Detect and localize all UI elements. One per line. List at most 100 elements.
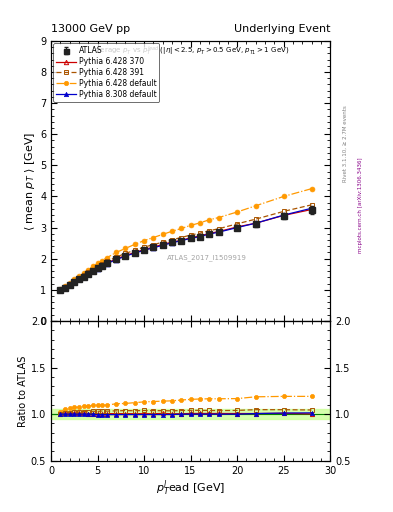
Pythia 6.428 391 [105, 259, 109, 265]
Pythia 6.428 default [105, 254, 109, 261]
X-axis label: $p_T^{l}$ead [GeV]: $p_T^{l}$ead [GeV] [156, 478, 225, 498]
Y-axis label: Ratio to ATLAS: Ratio to ATLAS [18, 355, 28, 426]
Pythia 8.308 default [100, 263, 105, 269]
Pythia 8.308 default [67, 282, 72, 288]
Pythia 6.428 default [63, 283, 68, 289]
Pythia 8.308 default [309, 205, 314, 211]
Pythia 6.428 370 [309, 206, 314, 212]
Pythia 6.428 default [281, 194, 286, 200]
Bar [51, 410, 330, 419]
Pythia 6.428 370 [179, 237, 184, 243]
Pythia 6.428 391 [81, 272, 86, 279]
Pythia 6.428 default [170, 228, 174, 234]
Pythia 6.428 default [216, 215, 221, 221]
Pythia 6.428 370 [100, 263, 105, 269]
Pythia 8.308 default [188, 236, 193, 242]
Pythia 8.308 default [91, 268, 95, 274]
Pythia 6.428 default [151, 234, 156, 241]
Pythia 6.428 default [86, 266, 91, 272]
Pythia 6.428 391 [188, 232, 193, 238]
Text: ATLAS_2017_I1509919: ATLAS_2017_I1509919 [167, 254, 247, 261]
Pythia 6.428 default [253, 203, 258, 209]
Pythia 6.428 370 [72, 279, 77, 285]
Pythia 6.428 391 [77, 275, 81, 282]
Pythia 6.428 default [100, 258, 105, 264]
Pythia 6.428 370 [198, 233, 202, 239]
Text: Underlying Event: Underlying Event [233, 24, 330, 34]
Pythia 8.308 default [207, 231, 211, 237]
Pythia 6.428 370 [91, 268, 95, 274]
Pythia 6.428 391 [114, 254, 119, 260]
Pythia 6.428 default [160, 231, 165, 238]
Pythia 6.428 370 [281, 212, 286, 219]
Pythia 8.308 default [123, 253, 128, 259]
Pythia 6.428 391 [63, 284, 68, 290]
Pythia 6.428 370 [160, 241, 165, 247]
Pythia 6.428 default [67, 280, 72, 286]
Pythia 6.428 391 [86, 269, 91, 275]
Pythia 8.308 default [198, 233, 202, 240]
Pythia 6.428 370 [77, 276, 81, 282]
Pythia 6.428 391 [216, 226, 221, 232]
Pythia 6.428 391 [309, 202, 314, 208]
Pythia 8.308 default [114, 257, 119, 263]
Line: Pythia 6.428 370: Pythia 6.428 370 [58, 207, 314, 292]
Pythia 6.428 370 [81, 273, 86, 280]
Pythia 6.428 391 [72, 279, 77, 285]
Text: Average $p_T$ vs $p_T^{lead}$ ($|\eta| < 2.5$, $p_T > 0.5$ GeV, $p_{T1} > 1$ GeV: Average $p_T$ vs $p_T^{lead}$ ($|\eta| <… [92, 45, 290, 58]
Pythia 6.428 370 [67, 282, 72, 288]
Pythia 6.428 default [72, 276, 77, 283]
Pythia 6.428 391 [132, 247, 137, 253]
Pythia 6.428 370 [253, 220, 258, 226]
Pythia 6.428 default [188, 222, 193, 228]
Pythia 6.428 370 [86, 270, 91, 276]
Line: Pythia 6.428 default: Pythia 6.428 default [58, 186, 314, 291]
Pythia 8.308 default [142, 247, 147, 253]
Pythia 6.428 default [91, 263, 95, 269]
Pythia 6.428 391 [123, 250, 128, 257]
Pythia 6.428 default [207, 217, 211, 223]
Pythia 6.428 default [142, 238, 147, 244]
Pythia 6.428 370 [170, 239, 174, 245]
Legend: ATLAS, Pythia 6.428 370, Pythia 6.428 391, Pythia 6.428 default, Pythia 8.308 de: ATLAS, Pythia 6.428 370, Pythia 6.428 39… [53, 43, 160, 102]
Text: mcplots.cern.ch [arXiv:1306.3436]: mcplots.cern.ch [arXiv:1306.3436] [358, 157, 363, 252]
Line: Pythia 6.428 391: Pythia 6.428 391 [58, 202, 314, 292]
Pythia 6.428 370 [132, 249, 137, 255]
Pythia 6.428 370 [207, 230, 211, 237]
Pythia 6.428 370 [123, 252, 128, 259]
Line: Pythia 8.308 default: Pythia 8.308 default [58, 206, 314, 292]
Text: Rivet 3.1.10, ≥ 2.7M events: Rivet 3.1.10, ≥ 2.7M events [343, 105, 348, 182]
Pythia 6.428 default [123, 245, 128, 251]
Pythia 6.428 391 [142, 244, 147, 250]
Pythia 6.428 default [81, 270, 86, 276]
Pythia 6.428 default [179, 225, 184, 231]
Pythia 6.428 370 [216, 228, 221, 234]
Pythia 8.308 default [253, 220, 258, 226]
Pythia 6.428 391 [179, 234, 184, 241]
Pythia 6.428 370 [63, 284, 68, 290]
Pythia 6.428 391 [100, 261, 105, 267]
Pythia 8.308 default [81, 273, 86, 280]
Text: 13000 GeV pp: 13000 GeV pp [51, 24, 130, 34]
Pythia 6.428 391 [235, 221, 239, 227]
Pythia 8.308 default [72, 279, 77, 285]
Pythia 6.428 370 [114, 256, 119, 262]
Pythia 6.428 default [114, 249, 119, 255]
Pythia 8.308 default [160, 242, 165, 248]
Pythia 6.428 370 [188, 234, 193, 241]
Pythia 6.428 370 [235, 224, 239, 230]
Pythia 6.428 391 [151, 242, 156, 248]
Pythia 6.428 default [198, 220, 202, 226]
Pythia 8.308 default [216, 229, 221, 236]
Pythia 8.308 default [86, 270, 91, 276]
Pythia 6.428 370 [151, 244, 156, 250]
Pythia 6.428 default [77, 273, 81, 280]
Pythia 6.428 391 [160, 239, 165, 245]
Pythia 8.308 default [170, 240, 174, 246]
Pythia 8.308 default [77, 276, 81, 283]
Pythia 8.308 default [179, 238, 184, 244]
Pythia 8.308 default [151, 245, 156, 251]
Pythia 6.428 391 [207, 228, 211, 234]
Pythia 6.428 370 [105, 260, 109, 266]
Pythia 6.428 391 [91, 266, 95, 272]
